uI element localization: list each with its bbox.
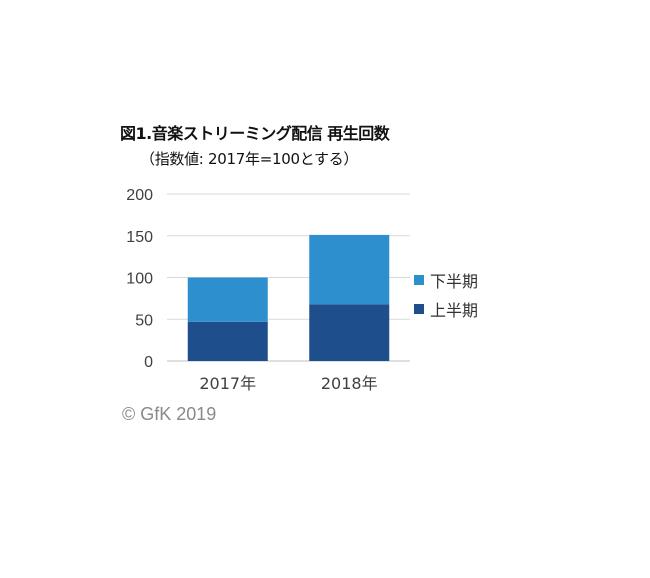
y-tick-label: 50 — [135, 312, 153, 329]
legend-swatch — [414, 275, 424, 285]
bar-segment — [187, 321, 268, 361]
legend-label: 上半期 — [430, 301, 479, 320]
x-tick-label: 2017年 — [199, 374, 256, 393]
bar-segment — [309, 234, 390, 305]
bar-segment — [309, 304, 390, 361]
bar-segment — [187, 277, 268, 322]
x-tick-label: 2018年 — [321, 374, 378, 393]
legend-swatch — [414, 304, 424, 314]
chart-subtitle: （指数値: 2017年=100とする） — [140, 150, 359, 168]
copyright-text: © GfK 2019 — [122, 404, 217, 424]
stacked-bar-chart: 0 50 100 150 200 2017年 2018年 — [126, 187, 410, 393]
y-tick-label: 0 — [144, 354, 153, 371]
bars — [187, 234, 390, 361]
legend-item-lower-half: 下半期 — [414, 268, 478, 292]
y-tick-label: 100 — [126, 271, 153, 288]
y-tick-label: 200 — [126, 187, 153, 204]
legend-item-upper-half: 上半期 — [414, 297, 478, 321]
legend-label: 下半期 — [430, 272, 479, 291]
x-axis-ticks: 2017年 2018年 — [199, 374, 377, 393]
y-tick-label: 150 — [126, 229, 153, 246]
chart-title: 図1.音楽ストリーミング配信 再生回数 — [120, 124, 390, 143]
y-axis-ticks: 0 50 100 150 200 — [126, 187, 153, 371]
